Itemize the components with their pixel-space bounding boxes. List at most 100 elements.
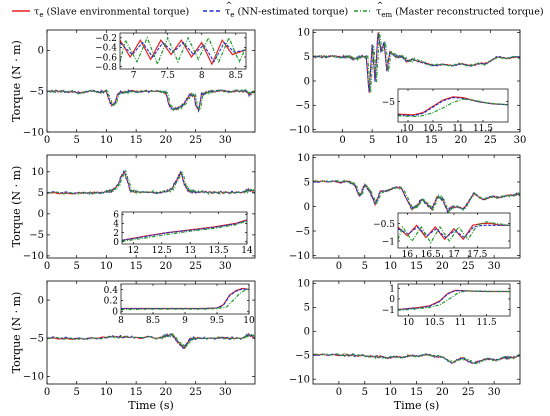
series-master-line: [48, 88, 255, 112]
inset-slave-line: [120, 38, 246, 66]
main-x-tick-label: 5: [74, 135, 80, 146]
legend-hat: ^: [377, 1, 384, 10]
inset-6: 10 10.5 11 11.510−1: [382, 283, 511, 328]
series-nn-line: [47, 333, 255, 349]
main-y-tick-label: 5: [304, 303, 310, 314]
inset-background: [398, 89, 508, 122]
inset-series-group: [121, 287, 249, 311]
main-x-tick-label: 20: [159, 387, 172, 398]
inset-2: 10 10.5 11 11.5 −5: [382, 88, 509, 134]
inset-x-tick-label: 11.5: [473, 124, 493, 134]
main-x-tick-label: 20: [159, 261, 172, 272]
main-y-tick-label: −10: [289, 125, 310, 136]
main-x-tick-label: 25: [189, 387, 202, 398]
inset-master-line: [398, 98, 508, 118]
main-y-tick-label: −5: [295, 351, 310, 362]
main-x-tick-label: 25: [484, 135, 497, 146]
inset-master-line: [398, 221, 510, 244]
y-axis-label: Torque (N · m): [10, 40, 23, 122]
main-y-tick-label: −5: [295, 226, 310, 237]
main-y-tick-label: 0: [38, 46, 44, 57]
series-master-line: [48, 170, 255, 196]
main-x-tick-label: 25: [462, 261, 475, 272]
inset-y-tick-label: −0.4: [95, 44, 117, 54]
inset-x-tick-label: 8: [118, 316, 124, 326]
plot-frame: [46, 29, 256, 133]
series-group: [313, 179, 520, 215]
inset-x-tick-label: 11: [452, 124, 463, 134]
series-nn-line: [313, 33, 520, 92]
inset-x-tick-label: 11.5: [477, 318, 497, 328]
inset-master-line: [398, 290, 510, 311]
inset-frame: [119, 32, 247, 70]
main-x-tick-label: 0: [44, 261, 50, 272]
inset-x-tick-label: 7.5: [161, 71, 176, 81]
main-x-tick-label: 20: [436, 387, 449, 398]
inset-frame: [121, 211, 248, 245]
plot-frame: [312, 29, 521, 133]
main-y-tick-label: −10: [23, 372, 44, 383]
inset-series-group: [398, 96, 508, 118]
series-group: [47, 170, 255, 196]
main-x-tick-label: 10: [100, 135, 113, 146]
legend-entry: τe (Slave environmental torque): [12, 7, 189, 20]
inset-x-tick-label: 14: [241, 246, 253, 256]
inset-y-tick-label: 6: [113, 211, 119, 221]
main-y-tick-label: −5: [29, 230, 44, 241]
inset-y-tick-label: 0: [389, 295, 395, 305]
legend-label: τe (Slave environmental torque): [34, 7, 189, 20]
main-x-tick-label: 15: [410, 387, 423, 398]
main-y-tick-label: 5: [38, 188, 44, 199]
legend-subscript: e: [39, 11, 43, 19]
inset-4: 16 16.5 17 17.5 −0.5 −1: [373, 212, 511, 260]
main-y-tick-label: 0: [38, 209, 44, 220]
panel-4: 0 5 10 15 20 25 30 −10 −5 0 5 10 16 16.5 17 17.5 −0.5 −1: [289, 153, 521, 272]
series-group: [313, 352, 520, 365]
main-x-tick-label: 30: [488, 261, 501, 272]
main-x-tick-label: 5: [74, 387, 80, 398]
inset-nn-line: [398, 290, 510, 311]
inset-x-tick-label: 10: [403, 318, 415, 328]
legend-entry: τem (Master reconstructed torque)^: [354, 1, 544, 19]
series-master-line: [314, 179, 520, 215]
main-x-tick-label: 5: [362, 261, 368, 272]
y-axis-label: Torque (N · m): [10, 166, 23, 248]
inset-y-tick-label: 4: [113, 220, 119, 230]
main-x-tick-label: 15: [130, 387, 143, 398]
main-x-tick-label: 15: [425, 135, 438, 146]
inset-x-tick-label: 9: [182, 316, 188, 326]
main-y-tick-label: −5: [295, 101, 310, 112]
inset-y-tick-label: 0: [113, 238, 119, 248]
main-x-tick-label: 25: [462, 387, 475, 398]
plot-frame: [312, 154, 521, 259]
series-master-line: [48, 331, 255, 350]
main-x-tick-label: 5: [74, 261, 80, 272]
main-x-tick-label: 5: [369, 135, 375, 146]
inset-y-tick-label: 0.4: [104, 286, 119, 296]
inset-series-group: [122, 219, 247, 242]
inset-x-tick-label: 17.5: [467, 250, 487, 260]
main-x-tick-label: 15: [410, 261, 423, 272]
inset-frame: [397, 212, 511, 249]
legend-hat: ^: [226, 1, 233, 10]
legend-symbol: τ: [225, 7, 230, 18]
main-x-tick-label: 30: [219, 387, 232, 398]
inset-x-tick-label: 12.5: [152, 246, 172, 256]
inset-x-tick-label: 10.5: [424, 318, 444, 328]
main-x-tick-label: 15: [130, 135, 143, 146]
series-nn-line: [47, 170, 255, 195]
inset-frame: [397, 88, 509, 123]
inset-x-tick-label: 17: [448, 250, 460, 260]
inset-x-tick-label: 10: [243, 316, 255, 326]
x-axis-label: Time (s): [394, 399, 440, 412]
main-x-tick-label: 0: [44, 135, 50, 146]
main-y-tick-label: −10: [289, 251, 310, 262]
inset-x-tick-label: 7: [131, 71, 137, 81]
main-y-tick-label: −10: [23, 127, 44, 138]
legend-description: (Master reconstructed torque): [395, 7, 544, 18]
inset-x-tick-label: 13.5: [209, 246, 229, 256]
